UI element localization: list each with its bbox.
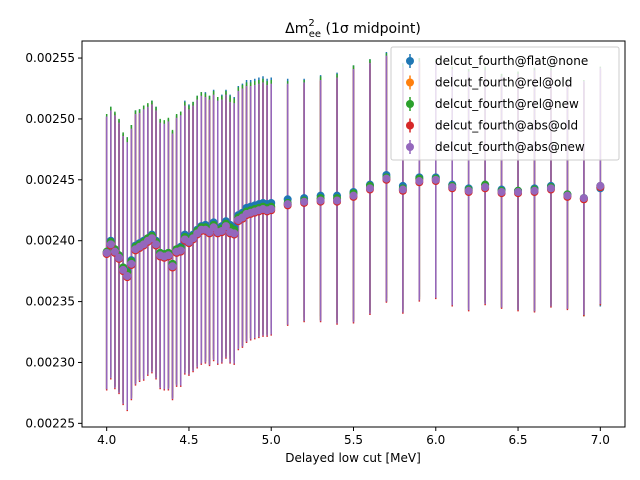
point-s4-5	[123, 272, 132, 281]
title-rest: (1σ midpoint)	[321, 21, 421, 37]
legend-marker	[406, 78, 414, 87]
title-main: Δm	[285, 21, 308, 37]
legend-label: delcut_fourth@flat@none	[435, 54, 588, 68]
point-s4-45	[349, 191, 358, 200]
point-s4-11	[147, 234, 156, 243]
x-tick-label: 5.5	[344, 433, 363, 447]
point-s4-18	[176, 246, 185, 255]
point-s4-6	[127, 259, 136, 268]
point-s4-15	[164, 251, 173, 260]
legend-marker	[406, 121, 414, 130]
legend-marker	[406, 100, 414, 108]
point-s4-58	[563, 191, 572, 200]
x-tick-label: 5.0	[262, 433, 281, 447]
x-axis-label: Delayed low cut [MeV]	[285, 451, 421, 465]
point-s4-12	[152, 240, 161, 249]
point-s4-42	[300, 197, 309, 206]
point-s4-1	[106, 240, 115, 249]
x-tick-label: 6.5	[508, 433, 527, 447]
x-tick-label: 7.0	[591, 433, 610, 447]
point-s4-47	[382, 174, 391, 183]
x-tick-label: 6.0	[426, 433, 445, 447]
y-tick-label: 0.00250	[25, 112, 75, 126]
point-s4-4	[119, 265, 128, 274]
chart-title: Δm2 ee (1σ midpoint)	[285, 18, 421, 40]
x-axis: 4.0 4.5 5.0 5.5 6.0 6.5 7.0	[97, 427, 610, 447]
point-s4-54	[497, 187, 506, 196]
point-s4-16	[168, 262, 177, 271]
y-tick-label: 0.00240	[25, 234, 75, 248]
legend-box	[390, 46, 620, 161]
point-s4-49	[415, 177, 424, 186]
legend-label: delcut_fourth@abs@new	[435, 140, 585, 154]
point-s4-43	[316, 196, 325, 205]
legend-label: delcut_fourth@rel@old	[435, 76, 572, 90]
point-s4-56	[530, 186, 539, 195]
point-s4-41	[283, 200, 292, 209]
y-tick-label: 0.00235	[25, 295, 75, 309]
point-s4-31	[230, 229, 239, 238]
point-s4-50	[431, 175, 440, 184]
y-tick-label: 0.00255	[25, 51, 75, 65]
legend: delcut_fourth@flat@none delcut_fourth@rel…	[390, 46, 620, 161]
point-s4-3	[115, 253, 124, 262]
y-tick-label: 0.00230	[25, 355, 75, 369]
title-superscript: 2	[308, 18, 314, 29]
point-s4-57	[546, 184, 555, 193]
point-s4-46	[365, 184, 374, 193]
point-s4-53	[481, 183, 490, 192]
legend-marker	[406, 143, 414, 151]
point-s4-55	[514, 187, 523, 196]
point-s4-0	[102, 248, 111, 257]
point-s4-2	[110, 247, 119, 256]
y-tick-label: 0.00225	[25, 416, 75, 430]
point-s4-59	[579, 194, 588, 203]
point-s4-48	[398, 185, 407, 194]
marker-layer	[102, 170, 605, 282]
point-s4-40	[267, 205, 276, 214]
legend-marker	[406, 57, 414, 65]
legend-label: delcut_fourth@rel@new	[435, 97, 579, 111]
y-tick-label: 0.00245	[25, 173, 75, 187]
point-s4-44	[333, 196, 342, 205]
point-s4-60	[596, 181, 605, 190]
y-axis: 0.00225 0.00230 0.00235 0.00240 0.00245 0.002…	[25, 51, 82, 430]
legend-label: delcut_fourth@abs@old	[435, 119, 578, 133]
title-subscript: ee	[309, 29, 321, 40]
point-s4-29	[221, 222, 230, 231]
point-s4-51	[448, 183, 457, 192]
point-s4-52	[464, 186, 473, 195]
x-tick-label: 4.5	[179, 433, 198, 447]
x-tick-label: 4.0	[97, 433, 116, 447]
